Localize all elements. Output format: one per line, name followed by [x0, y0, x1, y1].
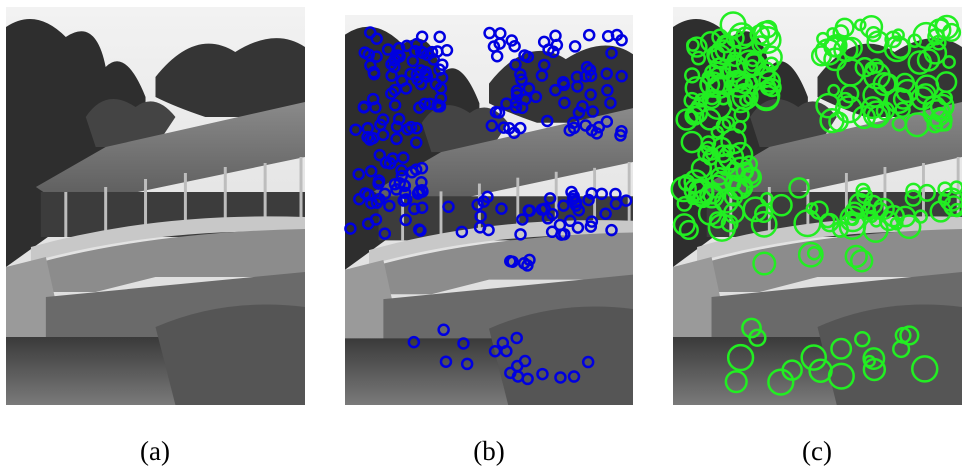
caption: (b) — [449, 436, 529, 467]
figure: (a) (b) (c) — [0, 0, 962, 471]
photo-a — [6, 7, 305, 405]
caption: (c) — [777, 436, 857, 467]
panels — [0, 0, 962, 430]
caption: (a) — [115, 436, 195, 467]
